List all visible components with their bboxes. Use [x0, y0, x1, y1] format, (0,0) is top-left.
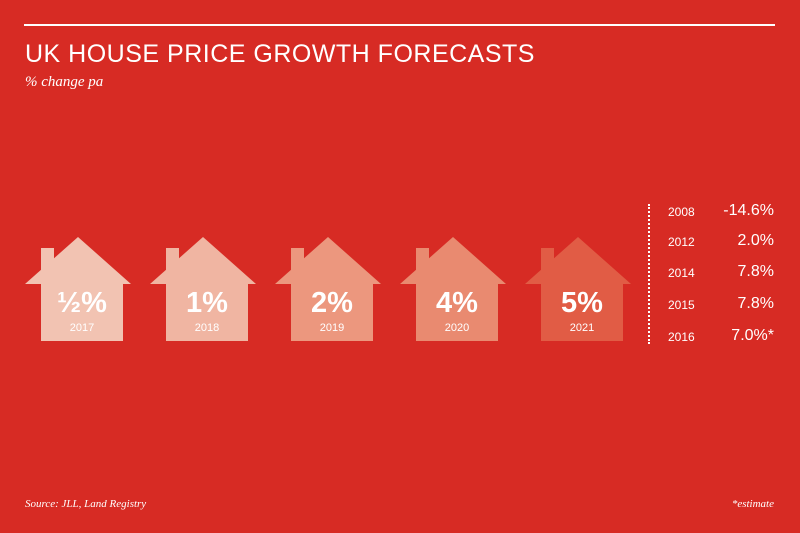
forecast-house: 1% 2018 [150, 237, 256, 341]
house-chimney [541, 248, 554, 272]
forecast-year-label: 2019 [320, 322, 344, 334]
forecast-value-label: 5% [561, 287, 603, 319]
house-chimney [166, 248, 179, 272]
forecast-house: ½% 2017 [25, 237, 131, 341]
forecast-value-label: ½% [57, 287, 107, 319]
source-note: Source: JLL, Land Registry [25, 498, 147, 510]
forecast-value-label: 1% [186, 287, 228, 319]
history-value: 7.8% [737, 295, 774, 312]
historical-growth-list: 2008 -14.6% 2012 2.0% 2014 7.8% 2015 7.8… [648, 200, 778, 345]
dotted-divider [648, 204, 650, 344]
forecast-value-label: 2% [311, 287, 353, 319]
history-year: 2015 [668, 298, 695, 312]
history-row: 2016 7.0%* [668, 327, 778, 347]
history-row: 2012 2.0% [668, 232, 778, 252]
estimate-footnote: *estimate [731, 498, 774, 510]
forecast-house: 4% 2020 [400, 237, 506, 341]
forecast-year-label: 2018 [195, 322, 219, 334]
history-row: 2014 7.8% [668, 263, 778, 283]
house-chimney [291, 248, 304, 272]
history-year: 2016 [668, 330, 695, 344]
house-chimney [416, 248, 429, 272]
history-value: 7.0%* [731, 327, 774, 344]
forecast-house: 5% 2021 [525, 237, 631, 341]
chart-subtitle: % change pa [25, 74, 104, 90]
history-row: 2015 7.8% [668, 295, 778, 315]
history-year: 2012 [668, 235, 695, 249]
forecast-year-label: 2017 [70, 322, 94, 334]
forecast-year-label: 2020 [445, 322, 469, 334]
top-rule [24, 24, 775, 26]
forecast-house: 2% 2019 [275, 237, 381, 341]
history-year: 2008 [668, 205, 695, 219]
history-value: 7.8% [737, 263, 774, 280]
history-value: 2.0% [737, 232, 774, 249]
history-value: -14.6% [723, 202, 774, 219]
forecast-year-label: 2021 [570, 322, 594, 334]
chart-title: UK HOUSE PRICE GROWTH FORECASTS [25, 40, 535, 68]
history-year: 2014 [668, 266, 695, 280]
history-row: 2008 -14.6% [668, 202, 778, 222]
house-chimney [41, 248, 54, 272]
forecast-value-label: 4% [436, 287, 478, 319]
